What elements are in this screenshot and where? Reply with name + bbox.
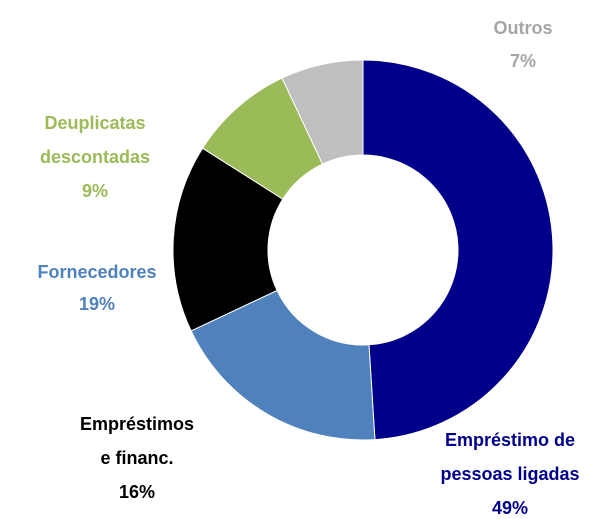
value-label: 49% [492, 498, 528, 518]
value-label: 16% [119, 482, 155, 502]
value-label: 9% [82, 181, 108, 201]
donut-slice [172, 147, 284, 332]
category-label: pessoas ligadas [440, 464, 579, 484]
category-label: Empréstimos [80, 414, 194, 434]
donut-slice [281, 59, 364, 165]
category-label: Empréstimo de [445, 430, 575, 450]
donut-slice [190, 289, 376, 441]
category-label: Outros [493, 18, 552, 38]
value-label: 19% [79, 294, 115, 314]
category-label: e financ. [100, 448, 173, 468]
donut-slice [362, 59, 554, 441]
category-label: Fornecedores [37, 262, 156, 282]
category-label: Deuplicatas [44, 113, 145, 133]
category-label: descontadas [40, 147, 150, 167]
value-label: 7% [510, 51, 536, 71]
